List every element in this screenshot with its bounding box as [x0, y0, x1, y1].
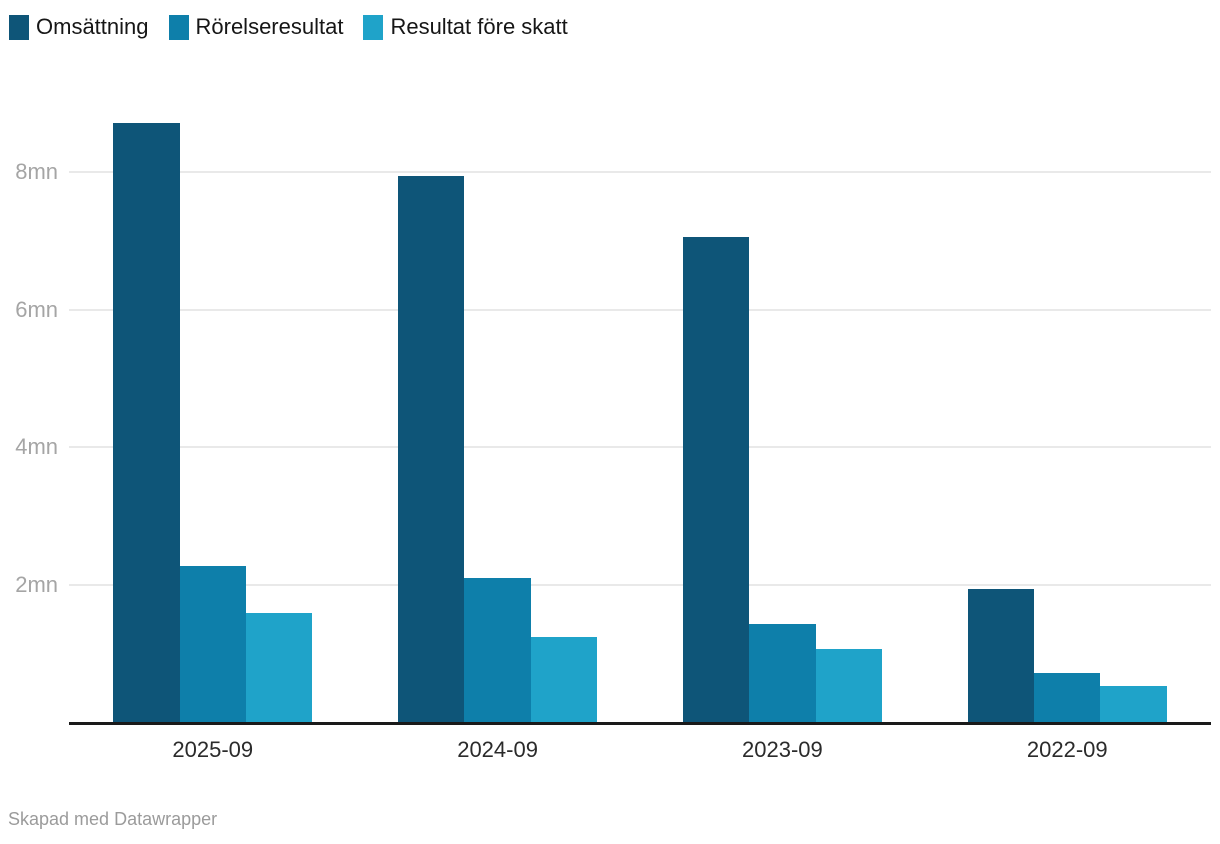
- bar-2023-09-series-3[interactable]: [815, 649, 882, 722]
- bar-2023-09-series-2[interactable]: [749, 623, 816, 722]
- legend-item: Resultat före skatt: [363, 14, 568, 40]
- gridline: [69, 171, 1211, 173]
- bar-2024-09-series-2[interactable]: [464, 578, 531, 722]
- y-tick-label: 8mn: [15, 159, 58, 184]
- datawrapper-credit-link[interactable]: Skapad med Datawrapper: [8, 809, 218, 829]
- x-category-label: 2025-09: [172, 737, 254, 762]
- legend-swatch-icon: [363, 14, 384, 40]
- y-tick-label: 2mn: [15, 571, 58, 597]
- gridline: [69, 583, 1211, 586]
- bar-2025-09-series-3[interactable]: [245, 612, 313, 722]
- legend-label: Resultat före skatt: [390, 14, 568, 39]
- y-tick-label: 4mn: [15, 434, 58, 459]
- legend: Omsättning Rörelseresultat Resultat före s…: [9, 14, 568, 40]
- legend-swatch-icon: [168, 14, 189, 40]
- gridline: [69, 308, 1211, 311]
- y-tick-label: 6mn: [15, 296, 58, 322]
- bar-2022-09-series-3[interactable]: [1100, 686, 1167, 722]
- gridline: [69, 446, 1211, 448]
- bar-2023-09-series-1[interactable]: [682, 237, 750, 722]
- bar-2025-09-series-2[interactable]: [179, 565, 246, 722]
- legend-swatch-icon: [9, 14, 29, 40]
- bar-2022-09-series-1[interactable]: [967, 589, 1035, 722]
- legend-item: Omsättning: [9, 14, 149, 40]
- bar-2024-09-series-3[interactable]: [530, 636, 598, 722]
- legend-label: Omsättning: [36, 14, 149, 39]
- x-category-label: 2024-09: [457, 737, 538, 762]
- legend-label: Rörelseresultat: [195, 14, 344, 39]
- x-category-label: 2023-09: [742, 737, 823, 762]
- legend-item: Rörelseresultat: [168, 14, 344, 40]
- x-axis-line: [69, 722, 1211, 725]
- bar-2024-09-series-1[interactable]: [398, 176, 465, 722]
- footer: Skapad med Datawrapper: [8, 808, 217, 830]
- x-category-label: 2022-09: [1026, 737, 1108, 762]
- bar-2025-09-series-1[interactable]: [113, 122, 180, 722]
- plot-area: [69, 0, 1211, 722]
- bar-2022-09-series-2[interactable]: [1034, 672, 1101, 722]
